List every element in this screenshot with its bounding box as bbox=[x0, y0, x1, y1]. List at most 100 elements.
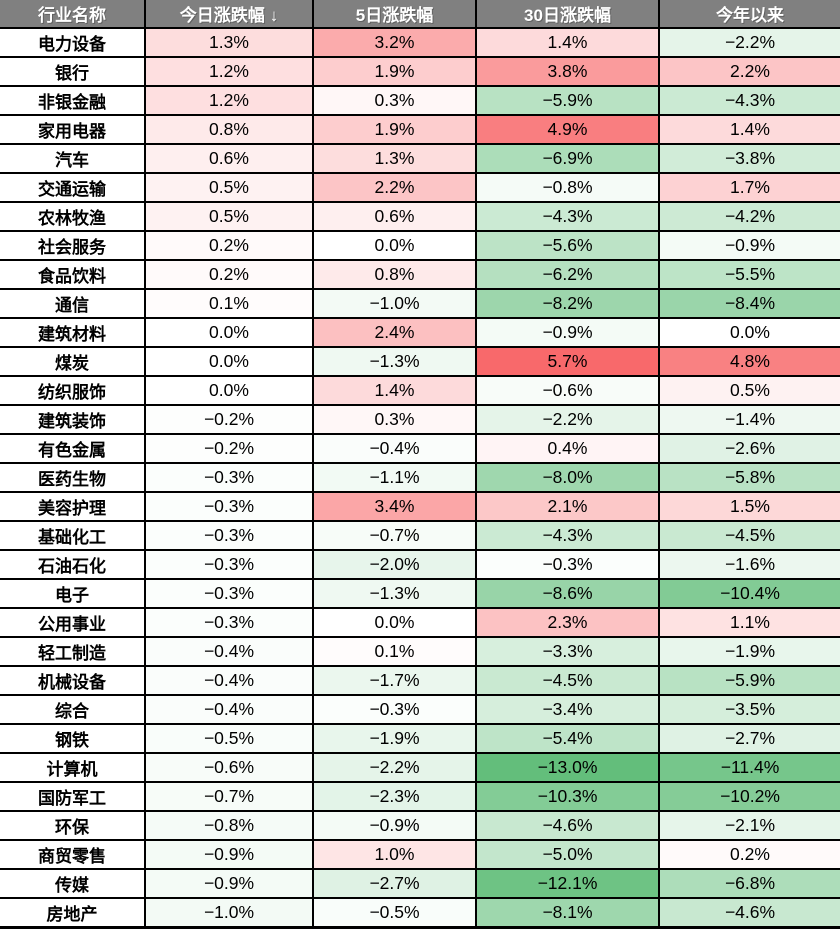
change-value-cell: −2.0% bbox=[312, 548, 477, 580]
change-value-cell: 2.4% bbox=[312, 316, 477, 348]
change-value-cell: −8.1% bbox=[475, 896, 660, 929]
change-value-cell: −12.1% bbox=[475, 867, 660, 899]
industry-name-cell: 商贸零售 bbox=[0, 838, 146, 870]
change-value-cell: −0.3% bbox=[312, 693, 477, 725]
change-value-cell: 1.9% bbox=[312, 55, 477, 87]
change-value-cell: −0.4% bbox=[312, 432, 477, 464]
column-header-label: 5日涨跌幅 bbox=[355, 6, 434, 25]
table-row: 电力设备 1.3% 3.2% 1.4% −2.2% bbox=[0, 27, 840, 58]
change-value-cell: −0.9% bbox=[144, 867, 314, 899]
change-value-cell: −1.0% bbox=[144, 896, 314, 929]
change-value-cell: −1.0% bbox=[312, 287, 477, 319]
change-value-cell: 5.7% bbox=[475, 345, 660, 377]
change-value-cell: −2.3% bbox=[312, 780, 477, 812]
change-value-cell: −4.3% bbox=[658, 84, 840, 116]
change-value-cell: 0.6% bbox=[144, 142, 314, 174]
change-value-cell: −5.4% bbox=[475, 722, 660, 754]
change-value-cell: −10.3% bbox=[475, 780, 660, 812]
change-value-cell: 1.4% bbox=[312, 374, 477, 406]
change-value-cell: 2.3% bbox=[475, 606, 660, 638]
change-value-cell: −4.2% bbox=[658, 200, 840, 232]
change-value-cell: −5.0% bbox=[475, 838, 660, 870]
change-value-cell: −4.6% bbox=[475, 809, 660, 841]
table-row: 美容护理 −0.3% 3.4% 2.1% 1.5% bbox=[0, 490, 840, 522]
change-value-cell: −0.9% bbox=[658, 229, 840, 261]
industry-name-cell: 环保 bbox=[0, 809, 146, 841]
change-value-cell: 0.8% bbox=[144, 113, 314, 145]
column-header-5day-change[interactable]: 5日涨跌幅 bbox=[312, 0, 477, 29]
table-row: 家用电器 0.8% 1.9% 4.9% 1.4% bbox=[0, 113, 840, 145]
column-header-label: 行业名称 bbox=[38, 6, 106, 25]
change-value-cell: −2.7% bbox=[658, 722, 840, 754]
change-value-cell: −13.0% bbox=[475, 751, 660, 783]
column-header-30day-change[interactable]: 30日涨跌幅 bbox=[475, 0, 660, 29]
column-header-label: 今年以来 bbox=[716, 6, 784, 25]
industry-name-cell: 医药生物 bbox=[0, 461, 146, 493]
industry-name-cell: 机械设备 bbox=[0, 664, 146, 696]
table-row: 轻工制造 −0.4% 0.1% −3.3% −1.9% bbox=[0, 635, 840, 667]
change-value-cell: −10.4% bbox=[658, 577, 840, 609]
change-value-cell: 0.5% bbox=[144, 171, 314, 203]
change-value-cell: −8.2% bbox=[475, 287, 660, 319]
change-value-cell: 0.6% bbox=[312, 200, 477, 232]
column-header-today-change[interactable]: 今日涨跌幅 ↓ bbox=[144, 0, 314, 29]
change-value-cell: −0.9% bbox=[144, 838, 314, 870]
change-value-cell: −8.4% bbox=[658, 287, 840, 319]
change-value-cell: 0.0% bbox=[658, 316, 840, 348]
change-value-cell: −0.2% bbox=[144, 403, 314, 435]
table-row: 交通运输 0.5% 2.2% −0.8% 1.7% bbox=[0, 171, 840, 203]
change-value-cell: −1.3% bbox=[312, 577, 477, 609]
table-row: 有色金属 −0.2% −0.4% 0.4% −2.6% bbox=[0, 432, 840, 464]
change-value-cell: 0.0% bbox=[312, 606, 477, 638]
industry-name-cell: 电力设备 bbox=[0, 27, 146, 58]
table-row: 通信 0.1% −1.0% −8.2% −8.4% bbox=[0, 287, 840, 319]
change-value-cell: −4.3% bbox=[475, 200, 660, 232]
table-row: 房地产 −1.0% −0.5% −8.1% −4.6% bbox=[0, 896, 840, 929]
change-value-cell: 0.3% bbox=[312, 403, 477, 435]
change-value-cell: −0.8% bbox=[475, 171, 660, 203]
change-value-cell: −3.4% bbox=[475, 693, 660, 725]
change-value-cell: −0.3% bbox=[475, 548, 660, 580]
change-value-cell: −2.6% bbox=[658, 432, 840, 464]
change-value-cell: 1.2% bbox=[144, 55, 314, 87]
change-value-cell: −0.9% bbox=[475, 316, 660, 348]
table-row: 基础化工 −0.3% −0.7% −4.3% −4.5% bbox=[0, 519, 840, 551]
industry-name-cell: 非银金融 bbox=[0, 84, 146, 116]
table-row: 传媒 −0.9% −2.7% −12.1% −6.8% bbox=[0, 867, 840, 899]
column-header-industry-name[interactable]: 行业名称 bbox=[0, 0, 146, 29]
industry-name-cell: 传媒 bbox=[0, 867, 146, 899]
change-value-cell: −6.2% bbox=[475, 258, 660, 290]
industry-name-cell: 食品饮料 bbox=[0, 258, 146, 290]
industry-name-cell: 房地产 bbox=[0, 896, 146, 929]
industry-name-cell: 银行 bbox=[0, 55, 146, 87]
change-value-cell: −3.3% bbox=[475, 635, 660, 667]
change-value-cell: −0.3% bbox=[144, 519, 314, 551]
table-row: 银行 1.2% 1.9% 3.8% 2.2% bbox=[0, 55, 840, 87]
change-value-cell: −1.7% bbox=[312, 664, 477, 696]
change-value-cell: −0.3% bbox=[144, 577, 314, 609]
change-value-cell: −0.6% bbox=[475, 374, 660, 406]
change-value-cell: −1.1% bbox=[312, 461, 477, 493]
industry-name-cell: 纺织服饰 bbox=[0, 374, 146, 406]
header-row: 行业名称 今日涨跌幅 ↓ 5日涨跌幅 30日涨跌幅 今年以来 bbox=[0, 0, 840, 29]
table-row: 建筑装饰 −0.2% 0.3% −2.2% −1.4% bbox=[0, 403, 840, 435]
change-value-cell: 0.2% bbox=[144, 258, 314, 290]
table-row: 环保 −0.8% −0.9% −4.6% −2.1% bbox=[0, 809, 840, 841]
change-value-cell: −6.9% bbox=[475, 142, 660, 174]
change-value-cell: −1.3% bbox=[312, 345, 477, 377]
table-row: 汽车 0.6% 1.3% −6.9% −3.8% bbox=[0, 142, 840, 174]
change-value-cell: 1.3% bbox=[312, 142, 477, 174]
change-value-cell: −2.2% bbox=[658, 27, 840, 58]
industry-name-cell: 交通运输 bbox=[0, 171, 146, 203]
table-row: 电子 −0.3% −1.3% −8.6% −10.4% bbox=[0, 577, 840, 609]
change-value-cell: 0.2% bbox=[144, 229, 314, 261]
column-header-ytd-change[interactable]: 今年以来 bbox=[658, 0, 840, 29]
change-value-cell: −0.4% bbox=[144, 635, 314, 667]
table-row: 非银金融 1.2% 0.3% −5.9% −4.3% bbox=[0, 84, 840, 116]
change-value-cell: −8.6% bbox=[475, 577, 660, 609]
change-value-cell: 1.9% bbox=[312, 113, 477, 145]
change-value-cell: 0.2% bbox=[658, 838, 840, 870]
table-row: 综合 −0.4% −0.3% −3.4% −3.5% bbox=[0, 693, 840, 725]
table-row: 公用事业 −0.3% 0.0% 2.3% 1.1% bbox=[0, 606, 840, 638]
